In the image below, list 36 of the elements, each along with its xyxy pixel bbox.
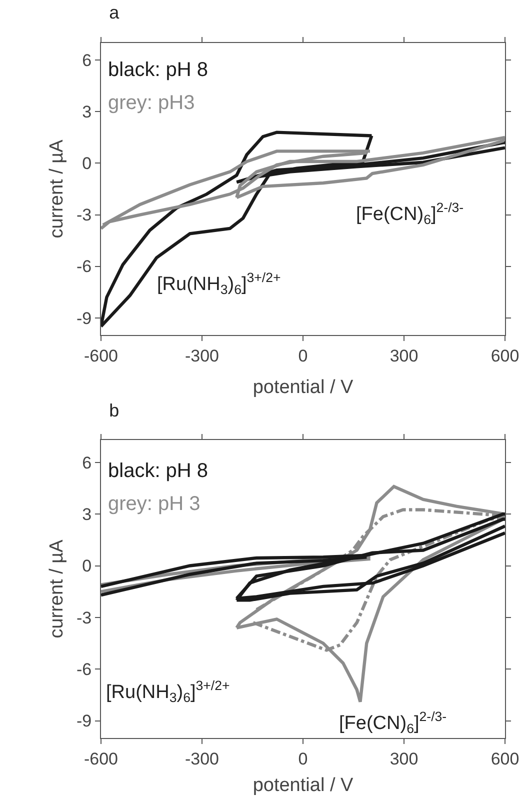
x-axis-title: potential / V <box>252 377 354 398</box>
x-tick-label: 0 <box>298 749 308 768</box>
y-tick-label: -9 <box>76 712 92 731</box>
y-tick-label: 0 <box>82 154 92 174</box>
y-tick-label: 6 <box>82 453 92 472</box>
x-tick-label: 600 <box>490 749 520 768</box>
x-tick-label: 0 <box>298 346 308 366</box>
annotation: [Fe(CN)$_{6}$]$^{2-/3-}$ <box>356 200 464 227</box>
x-tick-label: -600 <box>84 346 118 366</box>
y-tick-label: -3 <box>76 608 92 628</box>
y-axis-title: current / µA <box>46 539 68 638</box>
x-tick-label: -300 <box>184 346 220 366</box>
y-axis-title: current / µA <box>46 139 68 238</box>
y-tick-label: 6 <box>82 51 92 70</box>
y-tick-label: -6 <box>76 257 92 276</box>
y-tick-label: 3 <box>82 102 92 122</box>
x-axis-title: potential / V <box>252 775 354 796</box>
annotation: grey: pH3 <box>108 92 195 114</box>
y-tick-label: 0 <box>82 556 92 576</box>
chart-title: b <box>109 400 120 421</box>
x-tick-label: -300 <box>184 749 220 768</box>
x-tick-label: -600 <box>84 749 118 768</box>
annotation: black: pH 8 <box>108 59 208 81</box>
x-tick-label: 300 <box>390 346 418 366</box>
x-tick-label: 300 <box>390 749 418 768</box>
annotation: black: pH 8 <box>108 460 208 482</box>
y-tick-label: -6 <box>76 660 92 680</box>
annotation: [Ru(NH$_{3}$)$_{6}$]$^{3+/2+}$ <box>157 270 282 297</box>
annotation: [Fe(CN)$_{6}$]$^{2-/3-}$ <box>339 709 447 736</box>
x-tick-label: 600 <box>490 346 520 366</box>
annotation: grey: pH 3 <box>108 493 200 515</box>
chart-title: a <box>109 2 120 23</box>
annotation: [Ru(NH$_{3}$)$_{6}$]$^{3+/2+}$ <box>106 678 230 705</box>
y-tick-label: 3 <box>82 505 92 524</box>
y-tick-label: -3 <box>76 206 92 225</box>
y-tick-label: -9 <box>76 308 92 328</box>
